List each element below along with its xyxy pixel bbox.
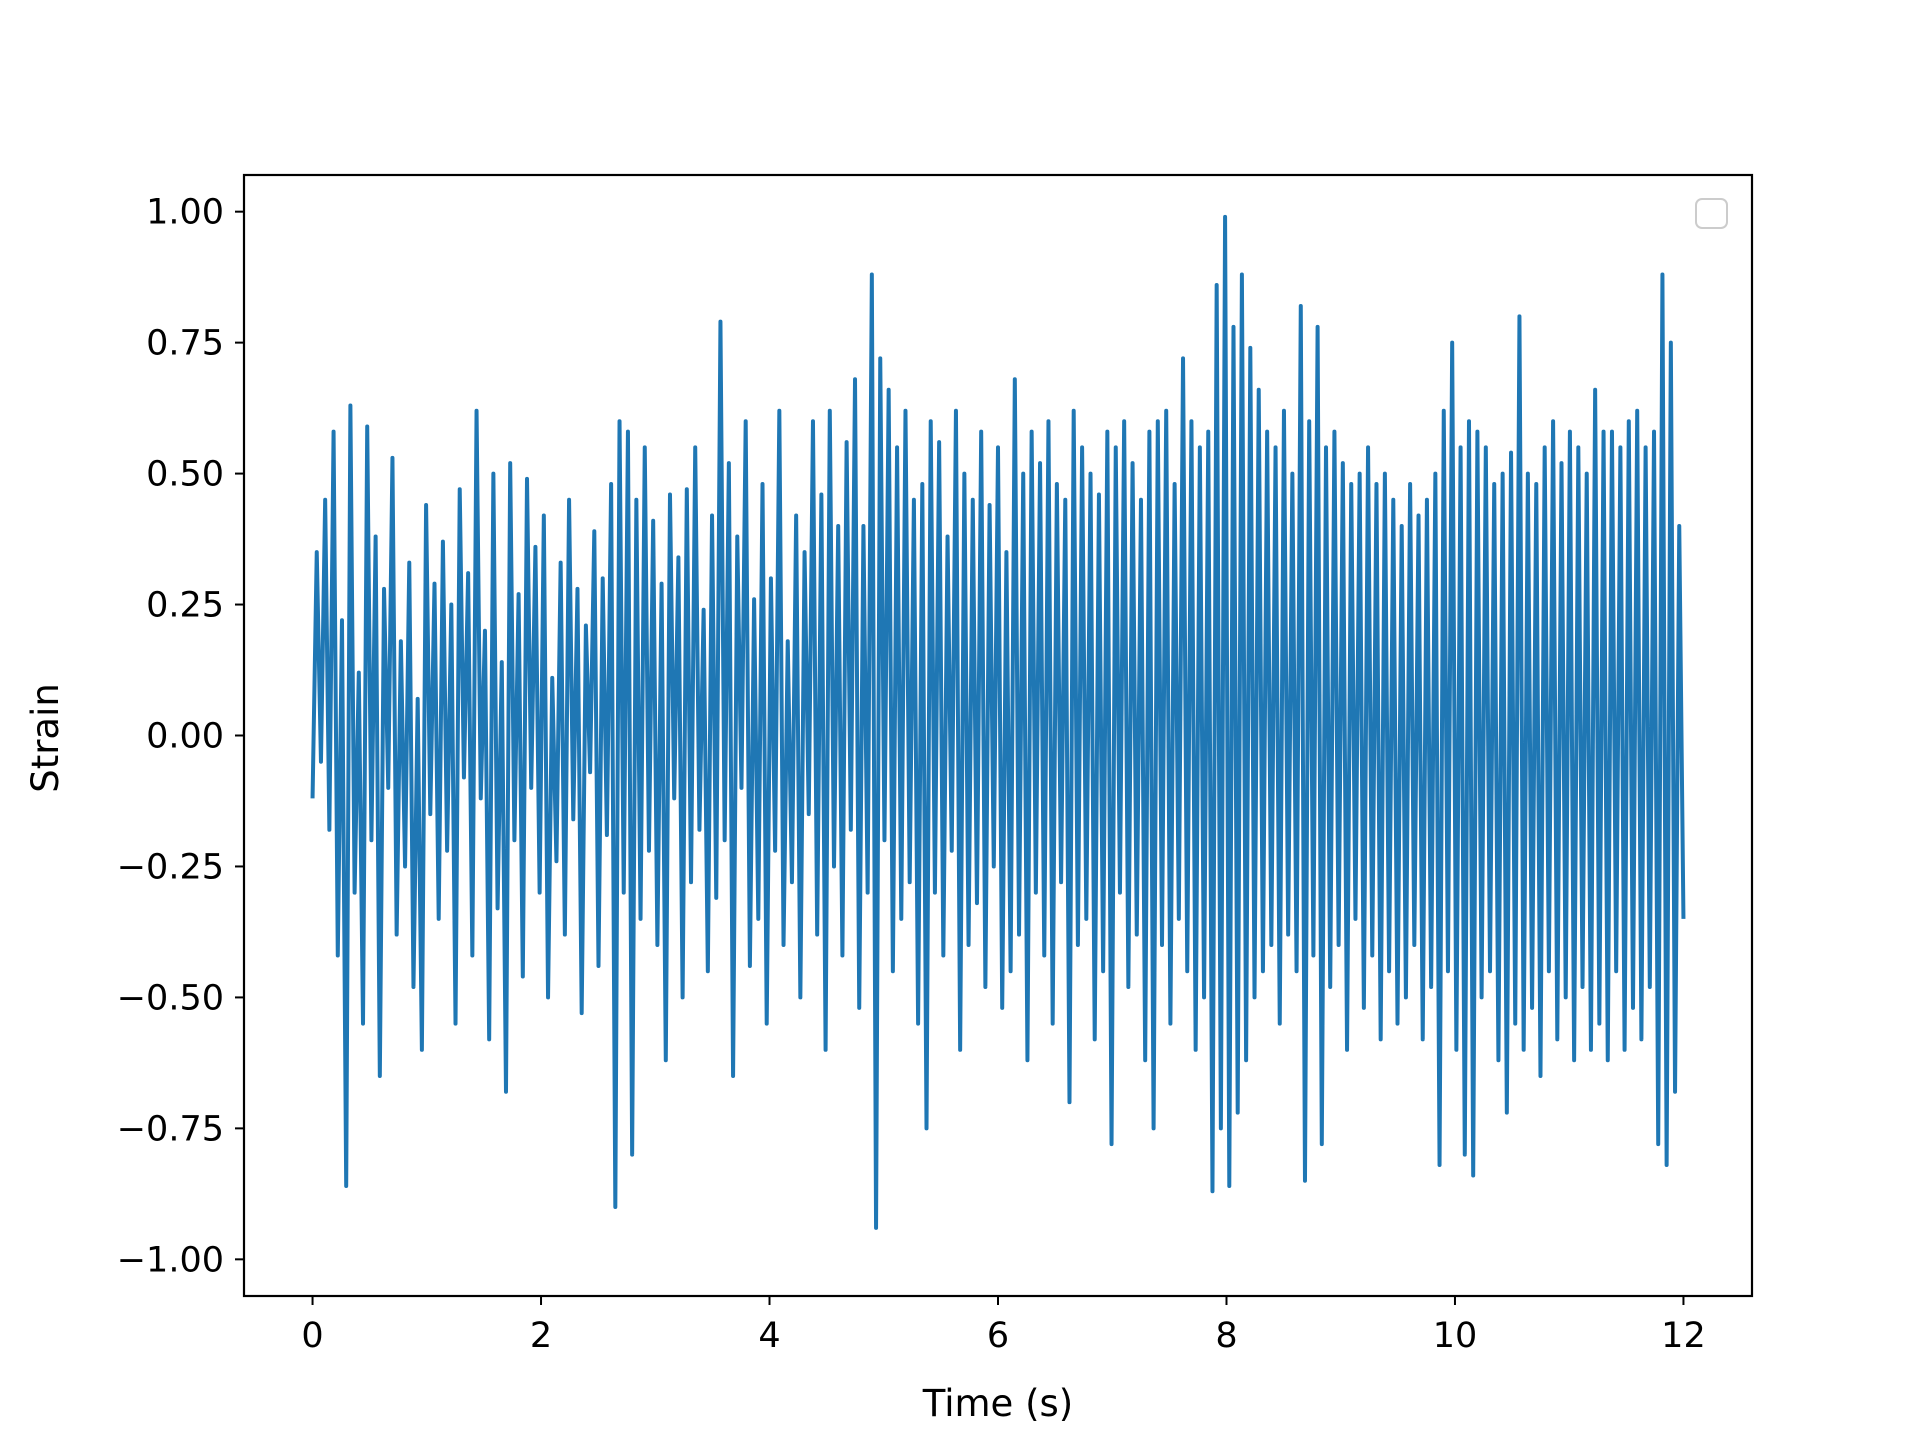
x-tick-label: 12 <box>1661 1316 1706 1356</box>
x-tick-label: 8 <box>1215 1316 1237 1356</box>
x-tick-label: 0 <box>301 1316 323 1356</box>
y-tick-label: 0.25 <box>146 586 224 626</box>
x-tick-label: 4 <box>758 1316 780 1356</box>
x-tick-label: 2 <box>530 1316 552 1356</box>
x-tick-label: 10 <box>1433 1316 1478 1356</box>
y-tick-label: 1.00 <box>146 193 224 233</box>
axes-frame <box>242 173 1754 1298</box>
y-tick-label: 0.50 <box>146 455 224 495</box>
y-tick-label: −1.00 <box>117 1240 224 1280</box>
legend-box <box>1695 198 1728 229</box>
y-tick-label: 0.75 <box>146 324 224 364</box>
y-axis-label: Strain <box>24 683 67 793</box>
y-tick-label: 0.00 <box>146 717 224 757</box>
y-tick-label: −0.25 <box>117 847 224 887</box>
y-tick-label: −0.50 <box>117 978 224 1018</box>
x-axis-label: Time (s) <box>922 1382 1073 1425</box>
strain-series-line <box>310 214 1686 1230</box>
y-tick-label: −0.75 <box>117 1109 224 1149</box>
x-tick-label: 6 <box>987 1316 1009 1356</box>
